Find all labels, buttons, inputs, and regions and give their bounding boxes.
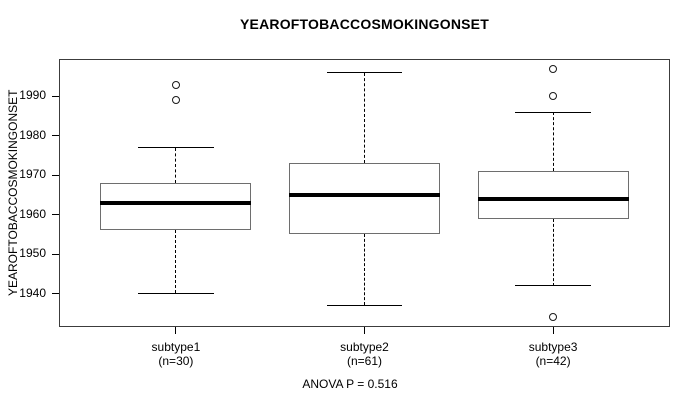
- y-tick-label: 1970: [19, 167, 46, 182]
- whisker-cap-low: [326, 304, 403, 306]
- group-n: (n=61): [346, 354, 383, 368]
- median-line: [477, 196, 629, 201]
- x-tick: [552, 327, 554, 334]
- median-line: [289, 192, 440, 197]
- iqr-box: [477, 171, 629, 219]
- whisker-upper: [552, 112, 554, 172]
- y-tick-label: 1990: [19, 88, 46, 103]
- group-name: subtype2: [340, 340, 389, 354]
- y-tick-label: 1980: [19, 127, 46, 142]
- x-tick: [364, 327, 365, 334]
- y-tick: [52, 214, 59, 216]
- outlier-point: [549, 313, 558, 322]
- whisker-lower: [364, 234, 365, 306]
- outlier-point: [549, 64, 558, 73]
- iqr-box: [289, 163, 440, 235]
- anova-annotation: ANOVA P = 0.516: [302, 377, 398, 391]
- x-tick: [175, 327, 177, 334]
- y-tick: [52, 174, 59, 176]
- y-tick: [52, 135, 59, 137]
- x-group-label: subtype3 (n=42): [483, 340, 623, 368]
- x-group-label: subtype2 (n=61): [295, 340, 435, 368]
- y-tick: [52, 95, 59, 97]
- y-tick-label: 1950: [19, 246, 46, 261]
- group-name: subtype1: [151, 340, 201, 354]
- group-n: (n=30): [158, 354, 194, 368]
- iqr-box: [100, 183, 252, 231]
- chart-title: YEAROFTOBACCOSMOKINGONSET: [240, 16, 489, 32]
- y-tick-label: 1940: [19, 285, 46, 300]
- whisker-cap-low: [138, 293, 214, 294]
- outlier-point: [171, 80, 180, 89]
- y-tick: [52, 253, 59, 255]
- whisker-lower: [552, 218, 554, 286]
- y-tick-label: 1960: [19, 206, 46, 221]
- y-tick: [52, 293, 59, 294]
- outlier-point: [549, 92, 558, 101]
- median-line: [100, 200, 252, 205]
- group-name: subtype3: [528, 340, 578, 354]
- group-n: (n=42): [535, 354, 571, 368]
- outlier-point: [171, 96, 180, 105]
- x-group-label: subtype1 (n=30): [106, 340, 246, 368]
- whisker-cap-low: [515, 285, 591, 287]
- whisker-upper: [175, 147, 177, 184]
- whisker-upper: [364, 72, 365, 164]
- whisker-lower: [175, 230, 177, 294]
